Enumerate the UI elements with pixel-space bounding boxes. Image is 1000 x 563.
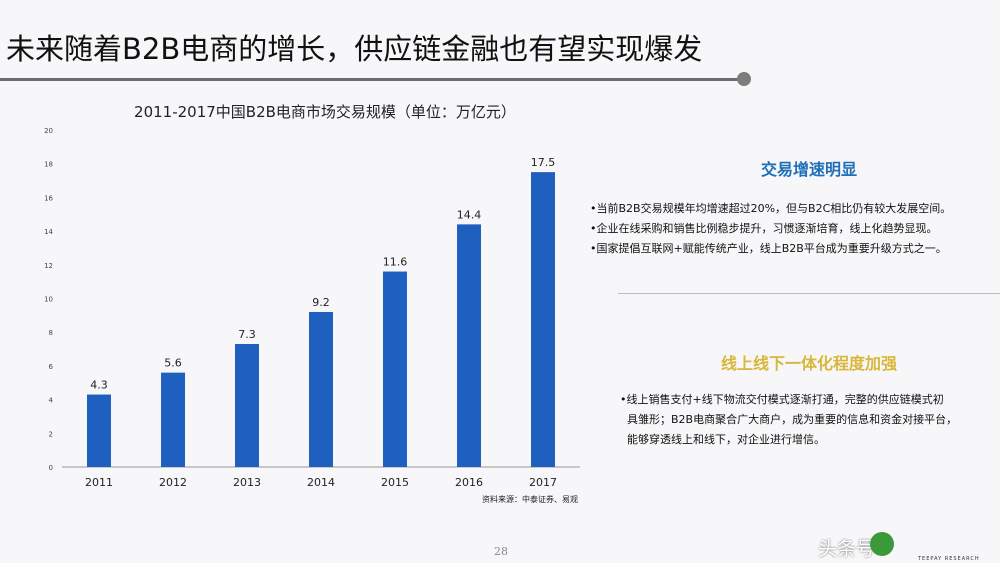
data-label: 4.3 [90, 379, 108, 392]
page-number: 28 [494, 545, 508, 558]
source-note: 资料来源：中泰证券、易观 [482, 495, 578, 504]
data-label: 7.3 [238, 328, 256, 341]
bar-chart: 0 2 4 6 8 10 12 14 16 18 20 4.3 2011 5.6 2012 7.3 2013 9.… [44, 127, 580, 489]
bar [87, 394, 111, 467]
data-label: 9.2 [312, 296, 330, 309]
bar [457, 224, 481, 467]
y-tick-label: 0 [49, 464, 53, 472]
data-label: 17.5 [531, 156, 556, 169]
bar [161, 372, 185, 467]
bullet: •企业在线采购和销售比例稳步提升，习惯逐渐培育，线上化趋势显现。 [590, 222, 938, 235]
x-tick-label: 2017 [529, 476, 557, 489]
bullet-cont: 能够穿透线上和线下，对企业进行增信。 [627, 433, 825, 446]
y-tick-label: 4 [49, 397, 54, 405]
section1-bullets: •当前B2B交易规模年均增速超过20%，但与B2C相比仍有较大发展空间。 •企业… [590, 199, 951, 259]
bar [309, 311, 333, 467]
logo-text: TEEPAY RESEARCH [918, 556, 980, 562]
y-tick-label: 18 [44, 161, 53, 169]
bar [235, 343, 259, 467]
bar [383, 271, 407, 467]
chart-title: 2011-2017中国B2B电商市场交易规模（单位：万亿元） [134, 103, 516, 121]
y-tick-label: 2 [49, 430, 53, 438]
data-label: 14.4 [457, 208, 482, 221]
section1-heading: 交易增速明显 [760, 160, 857, 179]
x-tick-label: 2015 [381, 476, 409, 489]
x-tick-label: 2014 [307, 476, 335, 489]
logo-icon [870, 532, 894, 556]
x-tick-label: 2012 [159, 476, 187, 489]
y-tick-label: 8 [49, 329, 53, 337]
x-tick-label: 2011 [85, 476, 113, 489]
y-tick-label: 14 [44, 228, 53, 236]
bullet: •国家提倡互联网+赋能传统产业，线上B2B平台成为重要升级方式之一。 [590, 242, 947, 255]
watermark: 头条号 [818, 538, 876, 560]
data-label: 5.6 [164, 357, 182, 370]
divider-dot [737, 72, 751, 86]
y-tick-label: 6 [49, 363, 54, 371]
bar [531, 172, 555, 467]
bullet-cont: 具雏形；B2B电商聚合广大商户，成为重要的信息和资金对接平台， [627, 413, 958, 426]
bullet: •当前B2B交易规模年均增速超过20%，但与B2C相比仍有较大发展空间。 [590, 202, 952, 215]
y-tick-label: 10 [44, 296, 53, 304]
y-tick-label: 20 [44, 127, 53, 135]
x-tick-label: 2016 [455, 476, 483, 489]
data-label: 11.6 [383, 256, 408, 269]
title-divider [0, 78, 742, 81]
section-divider [618, 293, 1000, 294]
bullet: •线上销售支付+线下物流交付模式逐渐打通，完整的供应链模式初 [620, 393, 944, 406]
x-tick-label: 2013 [233, 476, 261, 489]
y-tick-label: 12 [44, 262, 53, 270]
section2-heading: 线上线下一体化程度加强 [720, 354, 897, 373]
y-tick-label: 16 [44, 194, 53, 202]
slide-title: 未来随着B2B电商的增长，供应链金融也有望实现爆发 [6, 32, 703, 66]
section2-bullets: •线上销售支付+线下物流交付模式逐渐打通，完整的供应链模式初 具雏形；B2B电商… [620, 390, 957, 450]
